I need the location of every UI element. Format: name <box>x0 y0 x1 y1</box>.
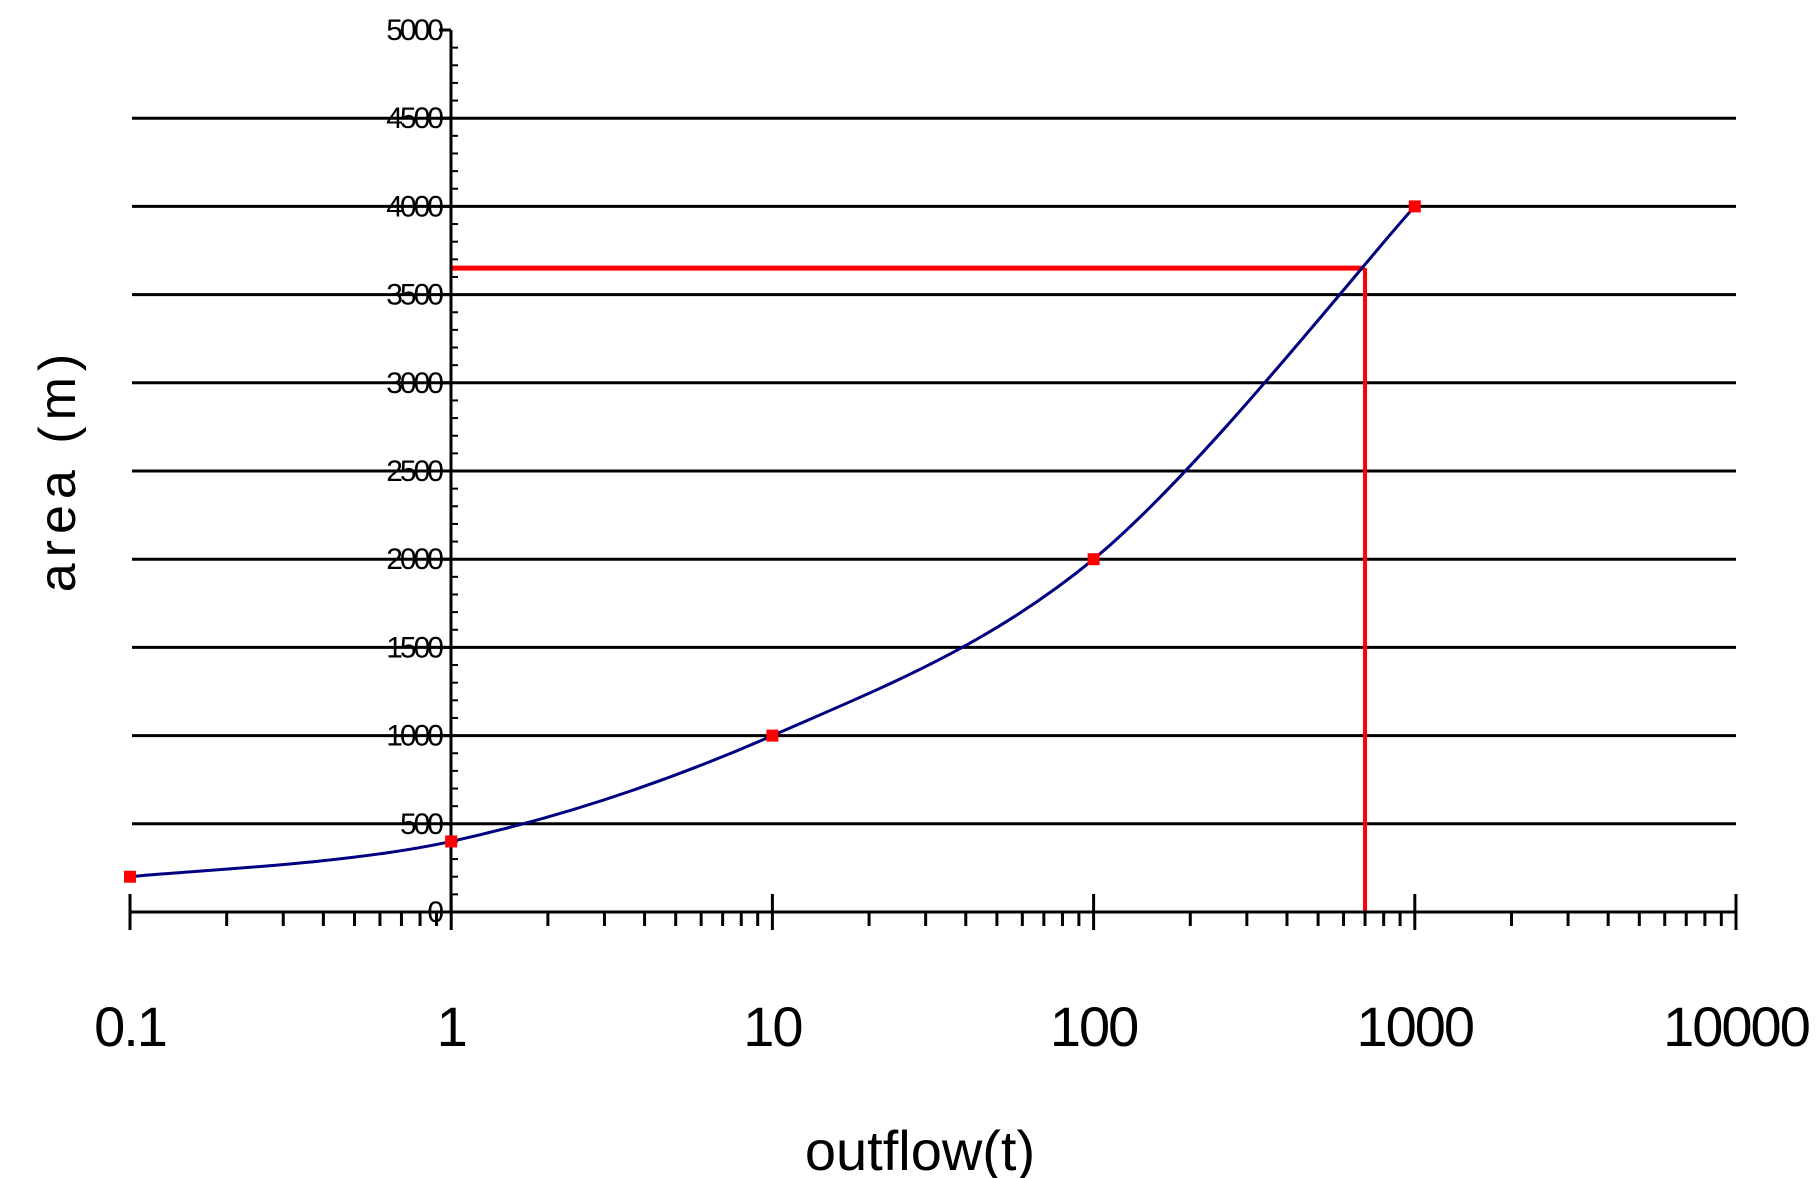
x-tick-label: 100 <box>1050 995 1137 1058</box>
x-tick-label: 0.1 <box>94 995 166 1058</box>
reference-lines <box>451 265 1368 912</box>
y-tick-label: 500 <box>400 808 443 841</box>
data-point <box>445 835 458 848</box>
y-tick-label: 5000 <box>386 14 443 47</box>
axes <box>128 28 1738 930</box>
x-axis-label: outflow(t) <box>805 1119 1035 1178</box>
series <box>124 200 1421 883</box>
x-tick-label: 1000 <box>1357 995 1474 1058</box>
y-axis-label: area (m) <box>29 348 87 592</box>
y-tick-label: 4000 <box>386 190 443 223</box>
y-tick-label: 2000 <box>386 543 443 576</box>
gridlines <box>132 116 1736 826</box>
y-tick-label: 0 <box>427 896 443 929</box>
y-tick-label: 1500 <box>386 631 443 664</box>
data-point <box>1408 200 1421 213</box>
y-tick-label: 1000 <box>386 720 443 753</box>
series-line <box>129 205 1416 879</box>
y-tick-label: 2500 <box>386 455 443 488</box>
data-point <box>1087 553 1100 566</box>
x-tick-label: 10000 <box>1663 995 1809 1058</box>
data-point <box>124 870 136 883</box>
data-point <box>766 729 779 742</box>
x-tick-label: 10 <box>743 995 801 1058</box>
y-tick-label: 4500 <box>386 102 443 135</box>
tick-labels: 0 500 1000 1500 2000 2500 3000 3500 4000 4500 5000… <box>94 14 1811 1058</box>
x-tick-label: 1 <box>437 995 466 1058</box>
y-tick-label: 3500 <box>386 279 443 312</box>
y-tick-label: 3000 <box>386 367 443 400</box>
